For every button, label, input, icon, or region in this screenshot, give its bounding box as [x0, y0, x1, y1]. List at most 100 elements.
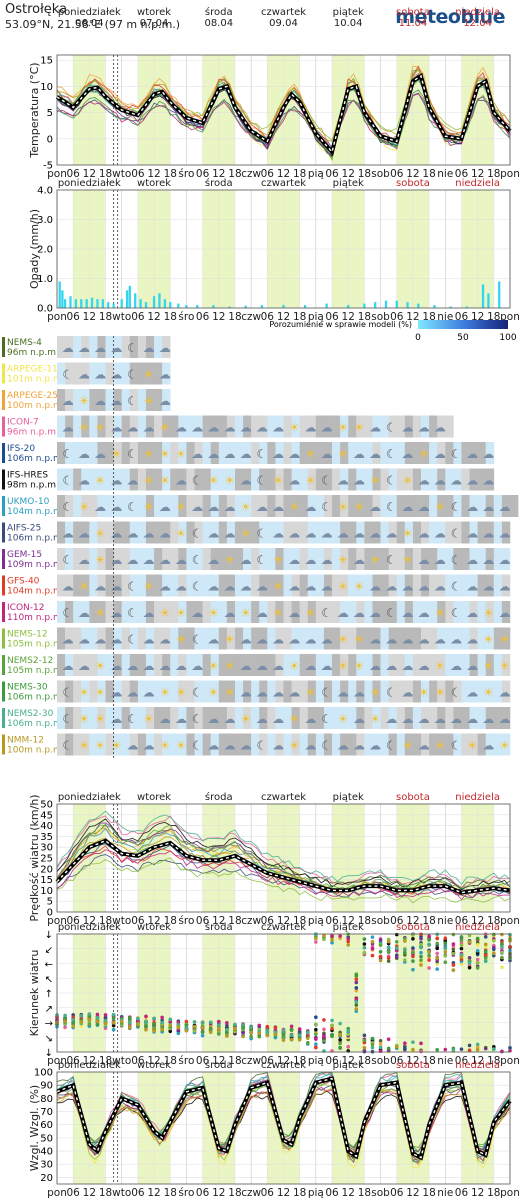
- symbol-cell: [404, 733, 414, 756]
- winddir-point: [500, 955, 504, 960]
- wind-series-icon-12: [56, 849, 511, 901]
- model-color-swatch: [2, 337, 5, 357]
- symbol-cell: [178, 654, 187, 676]
- agreement-tick: 0: [415, 333, 421, 343]
- rh-x-tick: 06: [131, 1187, 145, 1199]
- precip-x-tick: pią: [308, 311, 324, 323]
- symbol-cell: [202, 521, 211, 544]
- symbol-cell: [412, 654, 422, 676]
- symbol-cell: [275, 601, 284, 623]
- cloud-icon: ☁: [175, 553, 187, 567]
- symbol-cell: [202, 415, 211, 438]
- brand-logo[interactable]: meteoblue: [395, 6, 505, 28]
- symbol-cell: [332, 495, 341, 517]
- rh-y-axis-label: Wzgl. Wzgl. (%): [28, 1085, 41, 1171]
- symbol-cell: [299, 627, 309, 650]
- cloud-icon: ☁: [304, 553, 316, 567]
- symbol-cell: [461, 680, 470, 703]
- wind-day-name: wtorek: [137, 792, 171, 803]
- precip-x-tick: czw: [241, 311, 261, 323]
- symbol-cell: [429, 415, 438, 438]
- winddir-point: [314, 1027, 318, 1032]
- symbol-cell: [453, 627, 462, 650]
- symbol-cell: [267, 548, 276, 570]
- rh-x-tick: 18: [422, 1187, 435, 1199]
- cloud-icon: ☁: [369, 500, 381, 514]
- symbol-cell: [332, 654, 341, 676]
- cloud-icon: ☁: [207, 527, 219, 541]
- symbol-cell: [445, 521, 454, 544]
- sun-icon: ☀: [402, 739, 413, 753]
- symbol-cell: [323, 574, 333, 597]
- symbol-cell: [461, 468, 470, 491]
- symbol-cell: [57, 601, 66, 623]
- precip-y-tick: 3.0: [37, 215, 53, 226]
- symbol-cell: [145, 627, 155, 650]
- symbol-cell: [356, 627, 365, 650]
- rh-y-tick: 70: [40, 1107, 53, 1118]
- temp-x-tick: 06: [261, 168, 275, 180]
- winddir-point: [354, 1003, 359, 1007]
- symbol-cell: [170, 574, 179, 597]
- symbol-cell: [445, 548, 454, 570]
- symbol-cell: [137, 336, 147, 358]
- symbol-cell: [461, 442, 470, 464]
- sun-icon: ☀: [337, 447, 348, 461]
- rh-y-tick: 80: [40, 1094, 53, 1105]
- symbol-cell: [251, 654, 260, 676]
- symbol-cell: [121, 415, 131, 438]
- winddir-point: [386, 959, 391, 963]
- cloud-icon: ☁: [110, 580, 122, 594]
- cloud-icon: ☁: [94, 633, 106, 647]
- symbol-cell: [396, 601, 406, 623]
- symbol-cell: [364, 733, 373, 756]
- winddir-point: [459, 935, 464, 939]
- winddir-y-tick: ↘: [45, 1033, 53, 1044]
- winddir-point: [394, 946, 399, 950]
- rh-day-name: wtorek: [137, 1060, 171, 1071]
- winddir-point: [63, 1025, 67, 1030]
- temp-series-nmm-12: [57, 68, 511, 142]
- model-altitude: 96m n.p.m: [7, 348, 56, 358]
- symbol-cell: [307, 442, 317, 464]
- winddir-x-tick: 06: [455, 1055, 469, 1067]
- precip-bar: [69, 296, 72, 308]
- sun-icon: ☀: [273, 474, 284, 488]
- model-name: GFS-40: [7, 577, 40, 587]
- symbol-cell: [315, 415, 325, 438]
- wind-x-tick: 12: [342, 915, 355, 927]
- cloud-icon: ☁: [482, 447, 494, 461]
- winddir-point: [378, 950, 383, 954]
- symbol-cell: [356, 468, 365, 491]
- symbol-cell: [243, 495, 252, 517]
- temp-x-tick: pon: [47, 168, 67, 180]
- sun-icon: ☀: [337, 580, 348, 594]
- symbol-cell: [485, 707, 495, 729]
- winddir-point: [419, 1049, 423, 1054]
- symbol-cell: [226, 627, 236, 650]
- location-coordinates: 53.09°N, 21.58°E (97 m n.p.m.): [5, 18, 181, 31]
- cloud-icon: ☁: [240, 553, 252, 567]
- model-altitude: 100m n.p.m: [7, 746, 62, 756]
- winddir-point: [475, 957, 480, 962]
- symbol-cell: [283, 521, 292, 544]
- symbol-cell: [121, 521, 131, 544]
- temp-y-tick: 0: [47, 134, 53, 145]
- symbol-cell: [65, 495, 74, 517]
- cloud-icon: ☁: [385, 659, 397, 673]
- winddir-point: [305, 1036, 310, 1040]
- symbol-cell: [170, 521, 179, 544]
- rh-x-tick: 12: [406, 1187, 419, 1199]
- symbol-cell: [121, 495, 131, 517]
- winddir-point: [330, 1023, 334, 1028]
- winddir-point: [451, 942, 456, 946]
- precip-bar: [139, 299, 142, 308]
- symbol-cell: [421, 548, 430, 570]
- symbol-cell: [186, 733, 195, 756]
- wind-x-tick: 12: [147, 915, 160, 927]
- symbol-cell: [73, 362, 82, 385]
- symbol-cell: [396, 627, 406, 650]
- winddir-point: [467, 961, 472, 965]
- symbol-cell: [113, 601, 123, 623]
- symbol-cell: [307, 680, 317, 703]
